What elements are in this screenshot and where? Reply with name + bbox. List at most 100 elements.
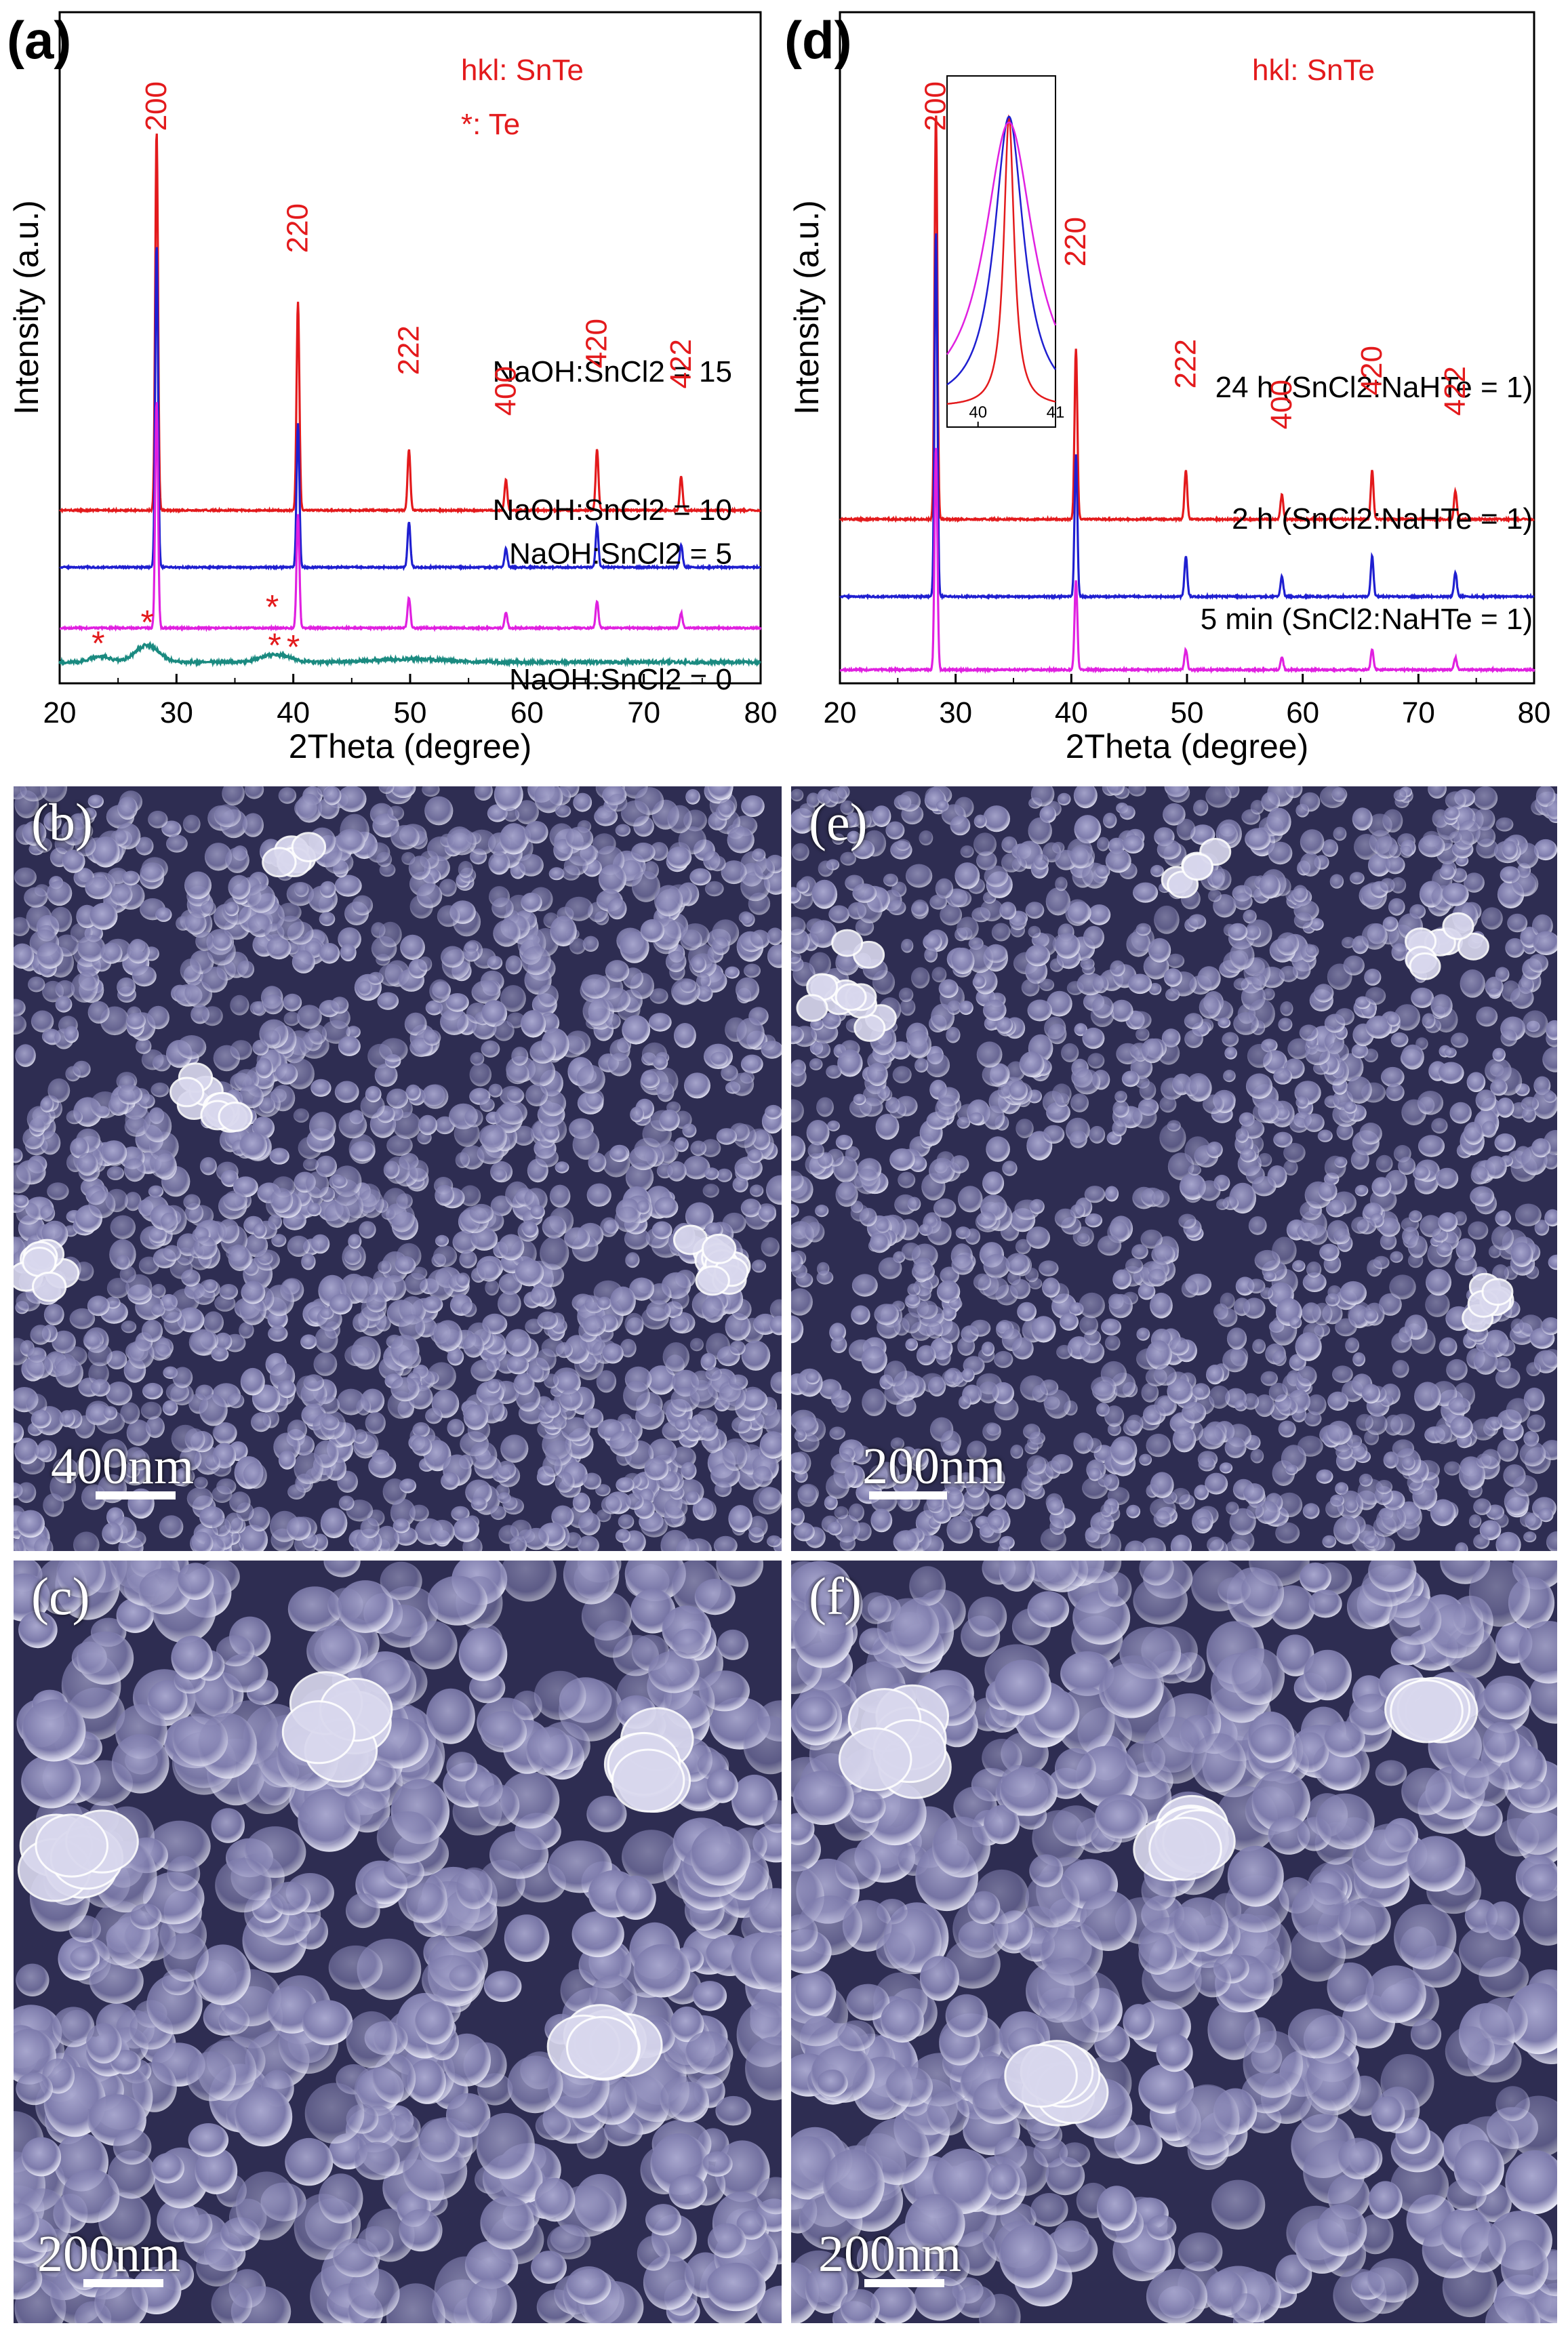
sem-particle — [566, 2266, 611, 2305]
sem-particle — [264, 1030, 281, 1047]
sem-particle — [1057, 792, 1071, 806]
sem-particle — [177, 1035, 207, 1060]
sem-particle — [52, 1330, 76, 1354]
sem-particle — [1106, 786, 1125, 796]
sem-particle — [476, 2112, 535, 2179]
sem-particle — [1438, 1212, 1458, 1232]
sem-particle — [1515, 843, 1539, 869]
sem-particle — [66, 1110, 83, 1125]
sem-particle — [1428, 786, 1447, 799]
sem-particle — [513, 1373, 535, 1395]
sem-particle — [1144, 1407, 1162, 1425]
sem-particle — [890, 1041, 911, 1060]
sem-particle — [631, 871, 660, 902]
sem-particle — [1021, 978, 1040, 997]
sem-particle — [960, 845, 974, 858]
panel-label: (d) — [784, 10, 852, 70]
sem-particle — [171, 1635, 213, 1680]
sem-particle — [365, 1085, 382, 1103]
sem-particle — [418, 2118, 460, 2162]
sem-particle — [239, 1322, 254, 1339]
sem-particle — [297, 1005, 322, 1029]
sem-particle — [907, 1283, 921, 1296]
sem-particle — [1375, 1760, 1407, 1786]
sem-particle — [1228, 923, 1248, 941]
sem-particle — [194, 1476, 208, 1489]
sem-particle — [497, 1460, 517, 1480]
sem-particle — [623, 1380, 650, 1411]
sem-particle — [1046, 1102, 1070, 1123]
sem-particle — [388, 1203, 415, 1232]
sem-particle — [35, 837, 52, 853]
sem-particle — [1139, 1561, 1174, 1586]
sem-particle — [795, 1970, 837, 2016]
sem-particle — [670, 1315, 689, 1333]
sem-particle — [607, 1053, 632, 1077]
sem-particle — [20, 786, 47, 802]
sem-particle — [1275, 1522, 1300, 1544]
sem-particle — [1222, 1348, 1248, 1373]
sem-particle — [471, 980, 501, 1004]
sem-particle — [685, 2031, 733, 2074]
sem-particle — [89, 902, 118, 930]
sem-particle — [849, 1790, 886, 1824]
sem-particle — [674, 1023, 696, 1048]
sem-particle — [426, 1688, 475, 1744]
sem-particle — [106, 1166, 125, 1180]
sem-particle — [1463, 1121, 1484, 1145]
sem-particle — [892, 1066, 912, 1084]
sem-particle — [668, 2174, 708, 2210]
sem-particle — [1455, 1238, 1476, 1261]
sem-particle — [1121, 1070, 1140, 1087]
sem-particle — [1103, 1655, 1165, 1718]
sem-particle — [756, 2177, 782, 2215]
x-tick-label: 60 — [510, 696, 544, 729]
sem-particle — [184, 1428, 205, 1451]
sem-particle — [907, 1196, 921, 1211]
sem-particle — [876, 1220, 890, 1233]
sem-particle — [967, 1596, 1007, 1637]
sem-particle — [614, 1206, 641, 1232]
sem-particle — [607, 794, 628, 812]
sem-particle — [1295, 1332, 1322, 1361]
sem-particle — [449, 1965, 481, 1992]
sem-particle — [851, 1274, 878, 1297]
sem-particle — [1460, 2221, 1506, 2273]
sem-particle — [18, 1611, 58, 1649]
sem-particle — [1361, 923, 1388, 950]
sem-particle — [344, 1788, 390, 1833]
sem-particle — [792, 1770, 854, 1826]
sem-particle — [906, 1293, 921, 1306]
sem-particle — [752, 1129, 771, 1150]
sem-particle — [271, 1234, 287, 1247]
sem-particle — [100, 942, 123, 964]
sem-particle — [982, 1063, 1009, 1087]
sem-particle — [940, 904, 963, 926]
sem-particle — [131, 1450, 150, 1471]
sem-particle — [26, 1106, 52, 1132]
sem-particle — [997, 1083, 1013, 1099]
sem-particle — [1142, 1716, 1207, 1784]
sem-particle — [1326, 1199, 1346, 1218]
scale-bar-line — [83, 2279, 163, 2287]
sem-particle — [965, 1228, 980, 1245]
sem-particle — [1515, 1203, 1542, 1226]
sem-particle — [598, 864, 626, 894]
sem-particle — [740, 1199, 761, 1218]
sem-particle — [500, 1561, 557, 1602]
sem-particle — [1325, 1293, 1340, 1306]
sem-particle — [306, 1625, 361, 1677]
sem-particle — [1243, 1483, 1265, 1504]
sem-particle — [826, 1065, 842, 1079]
sem-particles-e — [791, 786, 1557, 1551]
x-axis-label: 2Theta (degree) — [289, 727, 532, 765]
sem-particle — [887, 900, 906, 915]
peak-label-422: 422 — [664, 339, 698, 388]
sem-particle — [1386, 1013, 1401, 1027]
sem-particle — [466, 2278, 517, 2323]
sem-particle — [1407, 1836, 1466, 1892]
sem-particle — [654, 1196, 679, 1218]
sem-particle — [1439, 1337, 1458, 1356]
sem-particle — [14, 1422, 24, 1443]
sem-particle — [1474, 808, 1495, 831]
